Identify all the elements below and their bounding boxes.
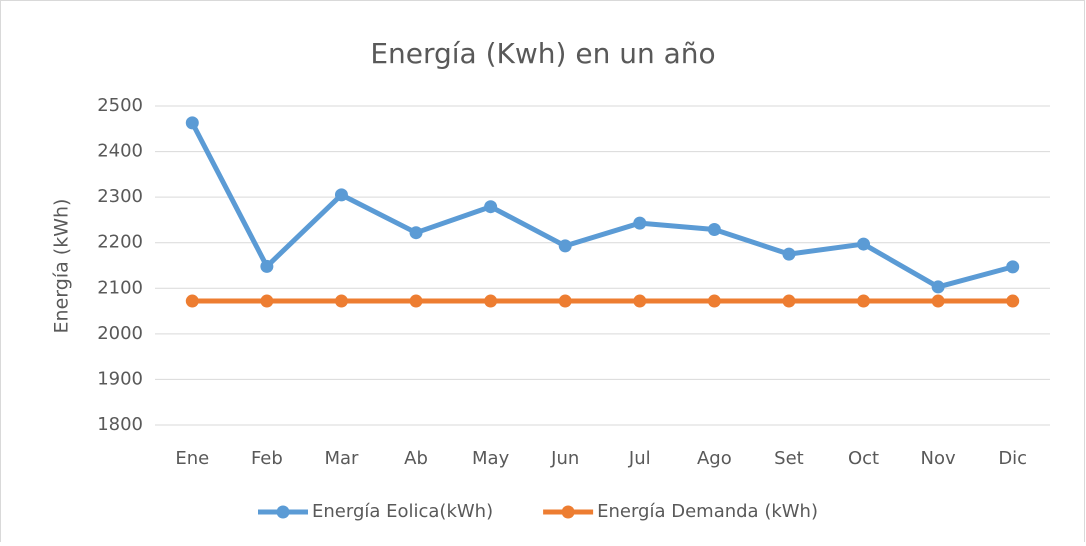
- data-point: [1006, 294, 1020, 308]
- data-point: [409, 294, 423, 308]
- x-tick-label: Ene: [175, 448, 209, 469]
- data-point: [558, 239, 572, 253]
- x-tick-label: Jun: [550, 448, 579, 469]
- data-point: [931, 294, 945, 308]
- chart-title: Energía (Kwh) en un año: [370, 37, 715, 70]
- data-point: [484, 294, 498, 308]
- data-point: [334, 188, 348, 202]
- data-point: [558, 294, 572, 308]
- data-point: [782, 294, 796, 308]
- data-point: [185, 294, 199, 308]
- data-point: [857, 237, 871, 251]
- y-tick-label: 1800: [97, 414, 143, 435]
- x-tick-label: Set: [774, 448, 804, 469]
- y-tick-label: 1900: [97, 368, 143, 389]
- y-tick-label: 2300: [97, 186, 143, 207]
- series-line: [190, 121, 1014, 290]
- x-tick-label: Ago: [697, 448, 732, 469]
- data-point: [1006, 260, 1020, 274]
- data-point: [633, 216, 647, 230]
- x-tick-label: Jul: [628, 448, 651, 469]
- y-tick-label: 2100: [97, 277, 143, 298]
- data-point: [633, 294, 647, 308]
- y-tick-label: 2400: [97, 141, 143, 162]
- data-point: [931, 280, 945, 294]
- data-point: [707, 294, 721, 308]
- y-axis-label: Energía (kWh): [51, 199, 73, 334]
- data-point: [707, 222, 721, 236]
- data-point: [334, 294, 348, 308]
- data-point: [260, 294, 274, 308]
- x-tick-label: Mar: [324, 448, 359, 469]
- legend-label: Energía Eolica(kWh): [312, 501, 493, 522]
- data-point: [484, 200, 498, 214]
- data-point: [260, 259, 274, 273]
- x-tick-label: May: [472, 448, 510, 469]
- x-tick-label: Feb: [251, 448, 283, 469]
- legend-label: Energía Demanda (kWh): [597, 501, 818, 522]
- y-tick-label: 2500: [97, 95, 143, 116]
- data-point: [409, 226, 423, 240]
- x-tick-label: Ab: [404, 448, 428, 469]
- data-point: [857, 294, 871, 308]
- legend-marker: [276, 505, 290, 519]
- y-tick-label: 2000: [97, 323, 143, 344]
- y-tick-label: 2200: [97, 232, 143, 253]
- x-tick-label: Dic: [998, 448, 1027, 469]
- data-point: [185, 116, 199, 130]
- legend-marker: [561, 505, 575, 519]
- data-point: [782, 247, 796, 261]
- x-tick-label: Nov: [921, 448, 956, 469]
- x-tick-label: Oct: [848, 448, 879, 469]
